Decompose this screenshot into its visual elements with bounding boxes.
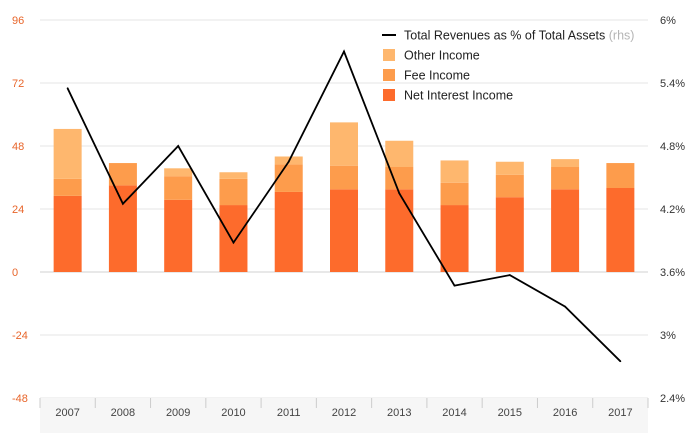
bar-other-income-2015 [495, 161, 524, 175]
bar-net-interest-income-2015 [495, 197, 524, 272]
bar-fee-income-2008 [108, 163, 137, 186]
line-point-2017 [619, 360, 622, 363]
bar-net-interest-income-2017 [606, 188, 635, 272]
legend-item-fee-income: Fee Income [383, 69, 470, 83]
bar-net-interest-income-2014 [440, 205, 469, 272]
x-tick-label: 2017 [608, 407, 632, 419]
bar-net-interest-income-2008 [108, 185, 137, 272]
bar-fee-income-2007 [53, 178, 82, 196]
x-axis: 2007 2008 2009 2010 2011 2012 2013 2014 2015 2016… [39, 398, 649, 433]
line-point-2007 [66, 87, 69, 90]
bar-other-income-2010 [219, 172, 248, 179]
legend-label: Total Revenues as % of Total Assets (rhs… [404, 29, 634, 43]
line-point-2011 [287, 160, 290, 163]
legend-label: Fee Income [404, 69, 470, 83]
line-point-2016 [564, 305, 566, 308]
x-tick-label: 2015 [498, 407, 522, 419]
legend: Total Revenues as % of Total Assets (rhs… [382, 29, 634, 103]
bar-other-income-2014 [440, 160, 469, 183]
line-point-2014 [453, 284, 456, 287]
right-tick-label: 4.2% [660, 204, 685, 216]
legend-swatch [383, 69, 395, 81]
right-tick-label: 2.4% [660, 393, 685, 405]
left-tick-label: 0 [12, 267, 18, 279]
left-tick-label: 72 [12, 78, 24, 90]
line-point-2009 [177, 145, 180, 147]
bar-other-income-2007 [53, 128, 82, 179]
left-tick-label: -48 [12, 393, 28, 405]
right-tick-label: 6% [660, 15, 676, 27]
left-axis-ticks: 96 72 48 24 0 -24 -48 [12, 15, 28, 405]
left-tick-label: -24 [12, 330, 28, 342]
legend-item-total-revenues-as-of-total-assets: Total Revenues as % of Total Assets (rhs… [382, 29, 634, 43]
left-tick-label: 96 [12, 15, 24, 27]
bar-other-income-2009 [164, 168, 193, 177]
bar-net-interest-income-2012 [330, 189, 358, 272]
right-tick-label: 5.4% [660, 78, 685, 90]
bar-other-income-2016 [551, 159, 580, 167]
bar-fee-income-2010 [219, 178, 248, 206]
revenue-ratio-line [66, 49, 622, 363]
line-point-2010 [232, 241, 235, 244]
line-point-2015 [508, 274, 511, 277]
bar-net-interest-income-2016 [551, 189, 580, 272]
legend-label: Net Interest Income [404, 89, 513, 103]
x-tick-label: 2016 [553, 407, 577, 419]
x-tick-label: 2010 [221, 407, 245, 419]
bar-net-interest-income-2010 [219, 205, 248, 272]
bar-net-interest-income-2007 [53, 195, 82, 272]
left-tick-label: 24 [12, 204, 24, 216]
right-tick-label: 3.6% [660, 267, 685, 279]
legend-item-net-interest-income: Net Interest Income [383, 89, 513, 103]
bar-net-interest-income-2011 [274, 191, 303, 272]
x-tick-label: 2012 [332, 407, 356, 419]
bar-net-interest-income-2009 [164, 199, 193, 272]
bar-fee-income-2012 [330, 165, 358, 190]
bar-other-income-2013 [385, 140, 414, 167]
x-tick-label: 2009 [166, 407, 190, 419]
legend-label: Other Income [404, 49, 480, 63]
bar-fee-income-2009 [164, 176, 193, 200]
right-tick-label: 3% [660, 330, 676, 342]
right-tick-label: 4.8% [660, 141, 685, 153]
bar-fee-income-2011 [274, 164, 303, 192]
bar-fee-income-2015 [495, 174, 524, 198]
x-tick-label: 2011 [277, 407, 301, 419]
line-point-2013 [398, 192, 401, 195]
left-tick-label: 48 [12, 141, 24, 153]
bar-other-income-2012 [330, 122, 358, 166]
bar-fee-income-2014 [440, 182, 469, 206]
bar-net-interest-income-2013 [385, 189, 414, 272]
x-tick-label: 2013 [387, 407, 411, 419]
x-tick-label: 2007 [55, 407, 79, 419]
x-tick-label: 2014 [442, 407, 466, 419]
right-axis-ticks: 6% 5.4% 4.8% 4.2% 3.6% 3% 2.4% [660, 15, 685, 405]
legend-swatch [383, 49, 395, 61]
legend-item-other-income: Other Income [383, 49, 480, 63]
bar-fee-income-2017 [606, 163, 635, 188]
bar-fee-income-2013 [385, 167, 414, 190]
legend-swatch [383, 89, 395, 101]
x-axis-band [40, 398, 648, 433]
bar-fee-income-2016 [551, 167, 580, 190]
x-tick-label: 2008 [111, 407, 135, 419]
line-point-2012 [343, 50, 345, 53]
stacked-bars [53, 122, 635, 272]
legend-label-suffix: (rhs) [605, 29, 634, 43]
line-point-2008 [122, 202, 124, 205]
